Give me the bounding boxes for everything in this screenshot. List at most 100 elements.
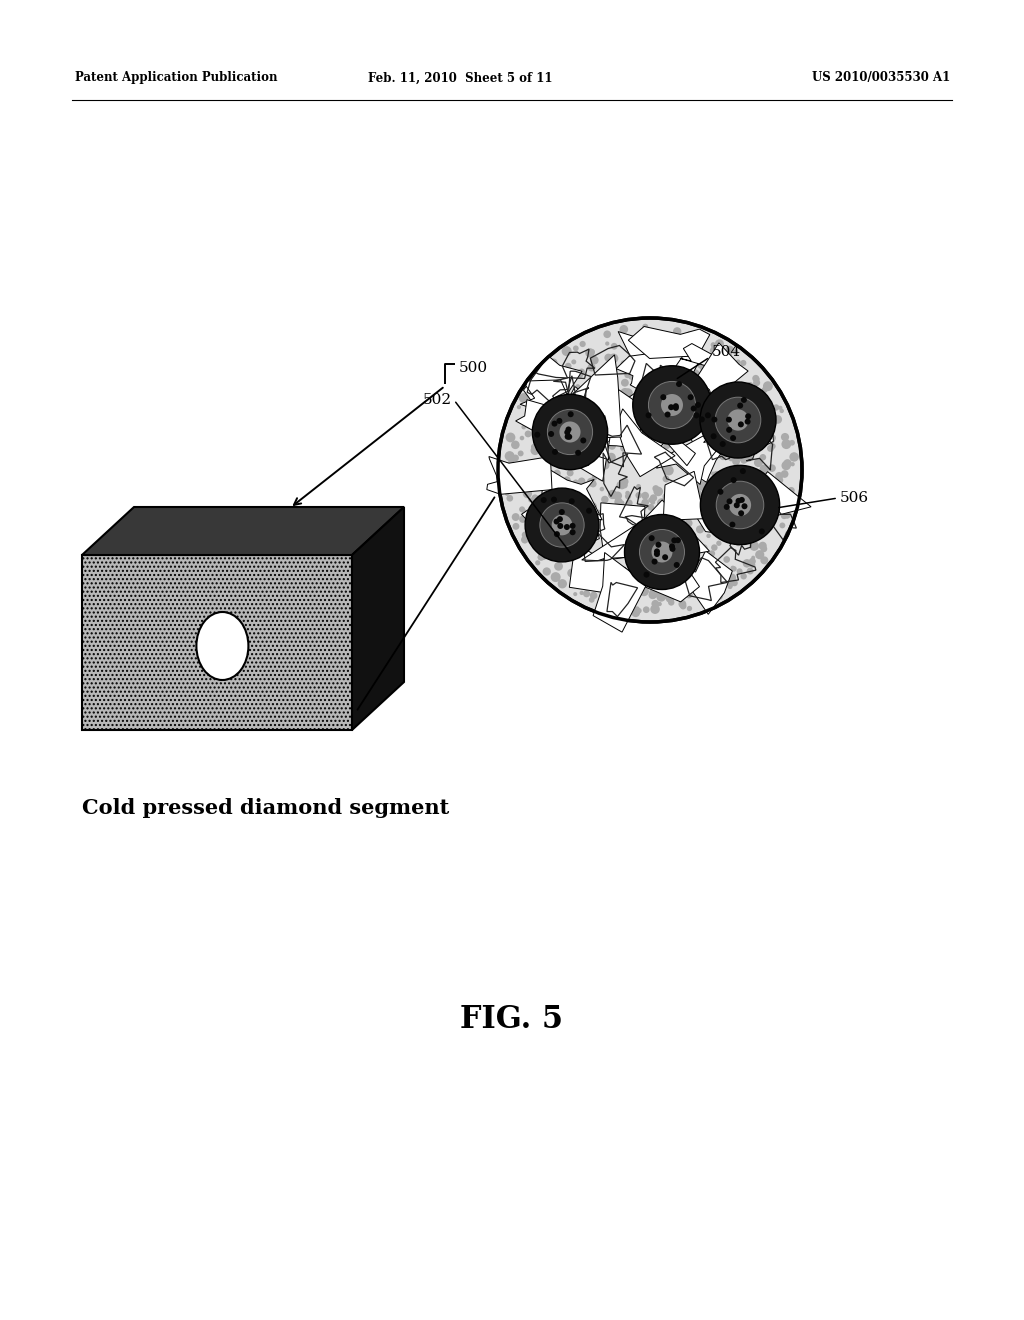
Circle shape	[742, 560, 748, 565]
Circle shape	[623, 582, 631, 590]
Circle shape	[640, 553, 646, 560]
Circle shape	[760, 454, 766, 461]
Circle shape	[690, 405, 696, 412]
Circle shape	[648, 392, 657, 400]
Circle shape	[738, 496, 744, 503]
Circle shape	[559, 395, 564, 399]
Circle shape	[727, 573, 736, 582]
Circle shape	[519, 393, 528, 403]
Polygon shape	[486, 457, 552, 494]
Circle shape	[554, 519, 559, 524]
Circle shape	[612, 517, 621, 525]
Circle shape	[633, 546, 639, 553]
Circle shape	[673, 403, 679, 409]
Circle shape	[561, 346, 571, 356]
Circle shape	[575, 483, 580, 487]
Circle shape	[601, 450, 608, 458]
Circle shape	[502, 477, 509, 483]
Text: FIG. 5: FIG. 5	[461, 1005, 563, 1035]
Circle shape	[599, 458, 608, 467]
Circle shape	[528, 519, 538, 528]
Circle shape	[504, 484, 510, 491]
Circle shape	[631, 544, 639, 552]
Circle shape	[739, 536, 750, 545]
Circle shape	[669, 569, 677, 578]
Circle shape	[729, 494, 751, 516]
Circle shape	[648, 540, 653, 545]
Circle shape	[733, 436, 742, 445]
Circle shape	[708, 453, 713, 458]
Circle shape	[682, 411, 686, 414]
Circle shape	[643, 428, 650, 434]
Circle shape	[599, 583, 603, 587]
Circle shape	[670, 544, 678, 550]
Circle shape	[672, 502, 679, 510]
Circle shape	[555, 437, 562, 445]
Circle shape	[707, 440, 714, 446]
Circle shape	[658, 404, 665, 411]
Circle shape	[673, 327, 681, 335]
Circle shape	[677, 368, 685, 376]
Circle shape	[685, 333, 694, 342]
Circle shape	[696, 401, 703, 408]
Polygon shape	[618, 331, 674, 370]
Circle shape	[603, 330, 611, 338]
Circle shape	[627, 450, 632, 455]
Circle shape	[680, 603, 686, 610]
Circle shape	[548, 409, 593, 454]
Circle shape	[773, 404, 779, 411]
Circle shape	[741, 503, 748, 510]
Circle shape	[522, 532, 528, 539]
Circle shape	[560, 392, 567, 399]
Circle shape	[563, 477, 570, 483]
Circle shape	[695, 499, 703, 507]
Circle shape	[658, 339, 666, 347]
Circle shape	[739, 428, 744, 433]
Circle shape	[768, 465, 776, 473]
Circle shape	[651, 579, 660, 589]
Circle shape	[605, 342, 609, 346]
Circle shape	[613, 574, 620, 579]
Polygon shape	[637, 408, 695, 466]
Circle shape	[729, 498, 736, 506]
Polygon shape	[625, 546, 699, 602]
Circle shape	[660, 461, 670, 470]
Circle shape	[680, 503, 689, 512]
Circle shape	[652, 459, 659, 466]
Circle shape	[621, 445, 628, 451]
Circle shape	[521, 536, 528, 544]
Circle shape	[726, 346, 734, 354]
Circle shape	[592, 426, 599, 433]
Circle shape	[776, 477, 783, 483]
Circle shape	[612, 579, 622, 589]
Circle shape	[548, 453, 556, 462]
Circle shape	[740, 469, 745, 474]
Circle shape	[753, 379, 760, 387]
Circle shape	[530, 539, 537, 544]
Circle shape	[706, 504, 712, 511]
Circle shape	[791, 462, 795, 466]
Circle shape	[717, 417, 721, 422]
Circle shape	[570, 545, 577, 552]
Circle shape	[589, 597, 595, 603]
Circle shape	[543, 488, 551, 496]
Circle shape	[534, 444, 543, 453]
Circle shape	[690, 370, 699, 379]
Circle shape	[712, 405, 717, 411]
Circle shape	[706, 503, 712, 510]
Circle shape	[700, 466, 779, 545]
Circle shape	[724, 504, 730, 510]
Circle shape	[700, 499, 705, 504]
Circle shape	[665, 384, 674, 393]
Circle shape	[763, 381, 773, 391]
Circle shape	[628, 515, 635, 523]
Circle shape	[692, 396, 699, 404]
Circle shape	[610, 544, 616, 550]
Circle shape	[676, 508, 680, 512]
Circle shape	[549, 544, 554, 550]
Circle shape	[712, 345, 716, 350]
Circle shape	[604, 601, 613, 611]
Circle shape	[551, 496, 557, 503]
Circle shape	[565, 517, 573, 525]
Circle shape	[552, 449, 558, 455]
